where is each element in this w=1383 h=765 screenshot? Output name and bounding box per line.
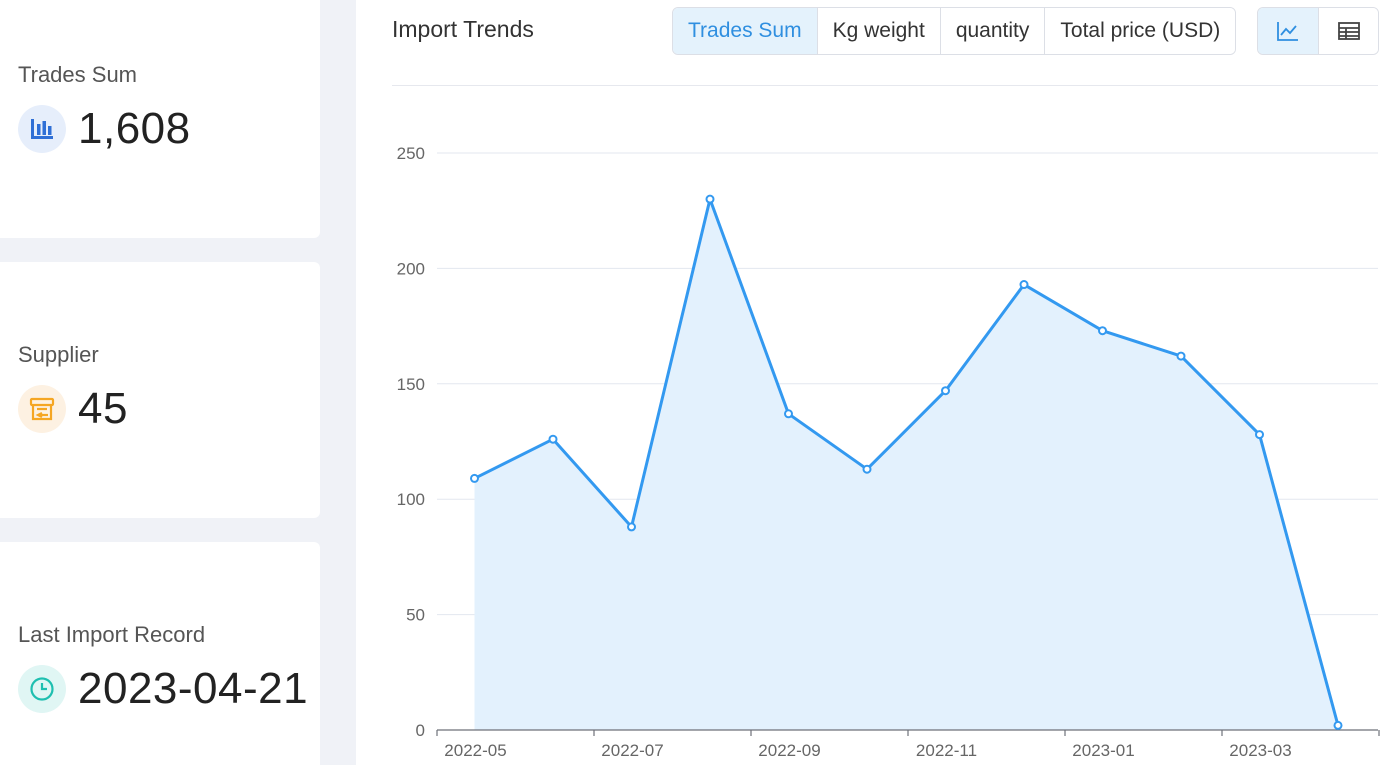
x-tick-label: 2022-07 <box>601 741 663 760</box>
data-point <box>470 473 479 483</box>
data-point <box>1176 351 1186 361</box>
x-tick-label: 2022-09 <box>758 741 820 760</box>
data-point <box>1019 280 1029 290</box>
data-point <box>627 522 636 532</box>
y-tick-label: 100 <box>397 490 425 509</box>
line-chart-view-button[interactable] <box>1258 8 1318 54</box>
last-import-row: 2023-04-21 <box>18 664 308 714</box>
metric-tabs: Trades Sum Kg weight quantity Total pric… <box>672 7 1237 55</box>
last-import-value: 2023-04-21 <box>78 664 309 713</box>
panel-title: Import Trends <box>392 16 534 42</box>
y-tick-label: 50 <box>406 606 425 625</box>
series-line <box>473 197 1340 726</box>
data-point <box>784 409 793 419</box>
trades-sum-row: 1,608 <box>18 104 191 154</box>
line-chart-icon <box>1277 22 1298 41</box>
last-import-card: Last Import Record 2023-04-21 <box>0 542 320 765</box>
last-import-label: Last Import Record <box>18 622 206 647</box>
data-point <box>862 464 872 474</box>
trades-sum-label: Trades Sum <box>18 62 138 87</box>
bar-chart-icon <box>18 105 66 153</box>
series-area <box>474 199 1338 730</box>
x-tick-label: 2022-11 <box>916 741 977 760</box>
supplier-row: 45 <box>18 384 128 434</box>
trades-sum-value: 1,608 <box>78 104 191 153</box>
trades-sum-card: Trades Sum 1,608 <box>0 0 320 238</box>
y-tick-label: 200 <box>397 259 425 278</box>
tab-total-price[interactable]: Total price (USD) <box>1044 8 1236 54</box>
x-tick-label: 2023-01 <box>1072 741 1134 760</box>
tab-quantity[interactable]: quantity <box>939 8 1045 54</box>
x-tick-label: 2023-03 <box>1229 741 1291 760</box>
store-icon <box>18 385 66 433</box>
supplier-card: Supplier 45 <box>0 262 320 518</box>
clock-icon <box>18 665 66 713</box>
tab-trades-sum[interactable]: Trades Sum <box>673 8 817 54</box>
y-tick-label: 250 <box>397 144 425 163</box>
data-point <box>1333 720 1343 730</box>
table-icon <box>1337 22 1360 40</box>
y-tick-label: 150 <box>397 375 425 394</box>
view-toggle <box>1257 7 1379 55</box>
data-point <box>1255 430 1264 440</box>
data-point <box>941 386 950 396</box>
tab-kg-weight[interactable]: Kg weight <box>816 8 940 54</box>
data-point <box>705 194 715 204</box>
header-divider <box>392 85 1378 86</box>
table-view-button[interactable] <box>1318 8 1378 54</box>
supplier-value: 45 <box>78 384 128 433</box>
y-tick-label: 0 <box>416 721 425 740</box>
import-trends-chart: 0 50 100 150 200 250 2022-05 2022-07 2022-09 2022… <box>397 144 1380 760</box>
x-tick-label: 2022-05 <box>444 741 506 760</box>
data-point <box>548 434 558 444</box>
supplier-label: Supplier <box>18 342 99 367</box>
data-point <box>1098 326 1107 336</box>
